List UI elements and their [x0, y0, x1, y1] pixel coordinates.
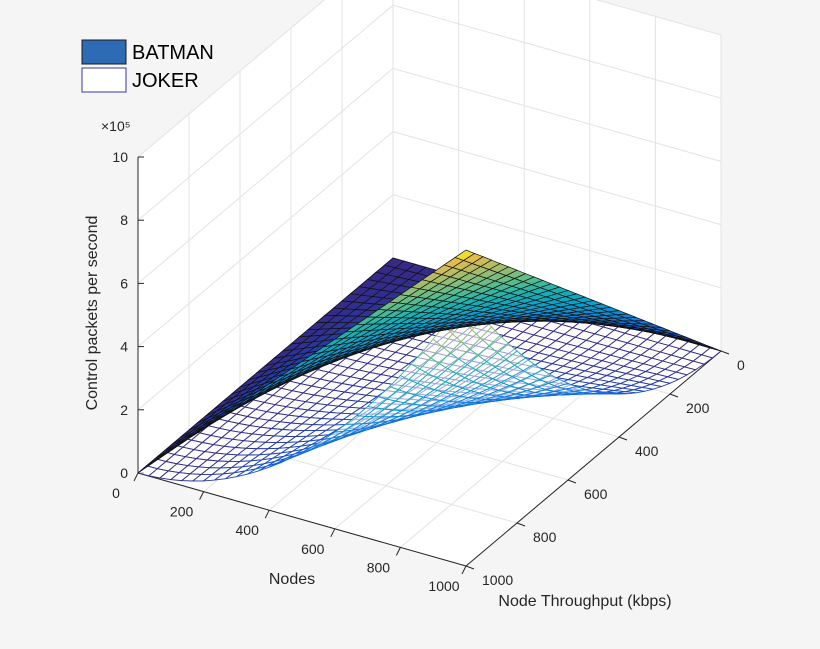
y-tick-label: 1000 [482, 572, 513, 588]
x-tick-label: 1000 [428, 578, 459, 594]
x-tick-label: 800 [367, 559, 391, 575]
x-tick [461, 565, 467, 575]
x-axis-line [137, 472, 467, 567]
y-tick-label: 400 [635, 443, 659, 459]
y-tick-label: 600 [584, 486, 608, 502]
x-tick [330, 528, 336, 538]
x-tick-label: 0 [112, 485, 120, 501]
y-tick-label: 200 [686, 400, 710, 416]
z-axis-exponent: ×10⁵ [101, 118, 131, 134]
z-tick-label: 0 [120, 465, 128, 481]
legend: BATMAN JOKER [81, 39, 214, 93]
y-axis-line [465, 350, 722, 567]
legend-label-batman: BATMAN [132, 42, 214, 64]
z-tick-label: 4 [120, 339, 128, 355]
x-tick-label: 600 [301, 541, 325, 557]
y-tick [618, 436, 628, 441]
y-tick [465, 565, 475, 570]
tick-labels: 0 2 4 6 8 10 0 200 400 600 800 1000 0 200 400 600 800 100… [112, 149, 745, 594]
z-tick-label: 2 [120, 402, 128, 418]
x-tick [199, 491, 205, 500]
z-tick-label: 10 [112, 149, 128, 165]
z-gridline [137, 0, 722, 158]
legend-label-joker: JOKER [132, 70, 199, 92]
back-wall-left [138, 0, 393, 473]
batman-surface [137, 249, 722, 474]
y-tick [516, 522, 526, 527]
z-axis-label: Control packets per second [84, 216, 101, 411]
y-tick [669, 393, 679, 398]
z-tick-label: 6 [120, 275, 128, 291]
x-tick [133, 472, 139, 482]
x-tick-label: 200 [170, 504, 194, 520]
y-axis-label: Node Throughput (kbps) [498, 593, 671, 610]
x-tick [264, 509, 270, 519]
legend-swatch-batman [81, 39, 127, 65]
y-tick-label: 0 [737, 357, 745, 373]
legend-swatch-joker [81, 67, 127, 93]
batman-surface-cell [454, 249, 476, 261]
x-axis-label: Nodes [269, 571, 315, 588]
y-tick [567, 479, 577, 484]
y-tick [720, 350, 730, 355]
axes-frame [133, 156, 730, 575]
z-tick-label: 8 [120, 212, 128, 228]
x-tick [395, 547, 401, 556]
y-tick-label: 800 [533, 529, 557, 545]
x-tick-label: 400 [236, 522, 260, 538]
